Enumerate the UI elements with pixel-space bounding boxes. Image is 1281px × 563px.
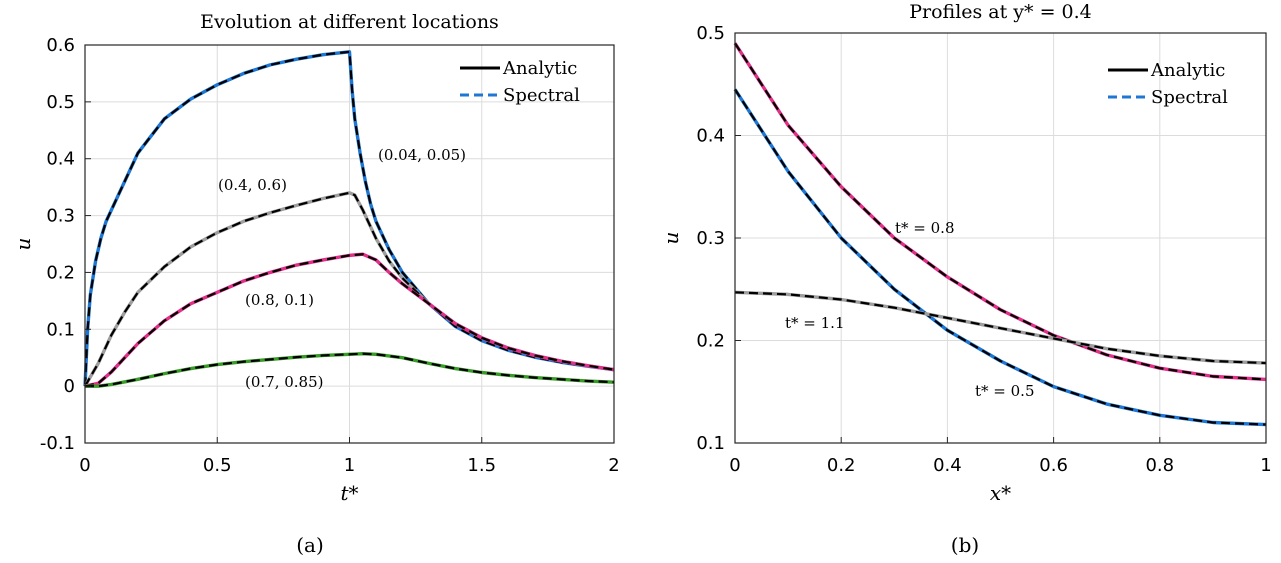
- panel-b-series-2-analytic-line: [734, 291, 1267, 365]
- panel-b-curve-label-1: t* = 0.5: [975, 382, 1035, 400]
- panel-b-title: Profiles at y* = 0.4: [909, 1, 1092, 23]
- panel-a-series-3-analytic-line: [85, 352, 615, 388]
- panel-a-legend-label-1: Spectral: [503, 85, 580, 106]
- panel-b-x-tick-label: 0.4: [933, 455, 962, 476]
- panel-a-curve-label-0: (0.04, 0.05): [378, 146, 466, 164]
- panel-b-x-tick-label: 0: [729, 455, 740, 476]
- panel-a-legend-label-0: Analytic: [502, 58, 577, 79]
- panel-a-y-tick-label: 0.1: [46, 319, 75, 340]
- panel-b-series-1-analytic-line: [734, 88, 1267, 426]
- panel-a-y-tick-label: 0.2: [46, 262, 75, 283]
- panel-b-y-tick-label: 0.4: [696, 126, 725, 147]
- panel-a-y-axis-label: u: [11, 238, 35, 251]
- panel-a-y-tick-label: 0: [64, 376, 75, 397]
- panel-b-x-tick-label: 0.6: [1039, 455, 1068, 476]
- panel-b-x-axis-label: x*: [990, 481, 1011, 505]
- panel-a-x-axis-label: t*: [340, 481, 358, 505]
- panel-a-y-tick-label: 0.4: [46, 149, 75, 170]
- panel-a-series-1-analytic-line: [84, 191, 615, 387]
- panel-a-title: Evolution at different locations: [200, 11, 499, 33]
- panel-a-subfigure-label: (a): [296, 533, 324, 557]
- panel-b-curve-label-0: t* = 0.8: [895, 219, 955, 237]
- panel-b-y-tick-label: 0.5: [696, 23, 725, 44]
- panel-b-legend-label-0: Analytic: [1150, 60, 1225, 81]
- panel-a-curve-label-1: (0.4, 0.6): [218, 176, 287, 194]
- panel-b-subfigure-label: (b): [951, 533, 979, 557]
- panel-a-series-0-analytic-line: [83, 50, 615, 387]
- panel-b-y-tick-label: 0.3: [696, 228, 725, 249]
- panel-b-x-tick-label: 0.8: [1145, 455, 1174, 476]
- panel-b-curve-label-2: t* = 1.1: [785, 314, 845, 332]
- panel-b-x-tick-label: 1: [1260, 455, 1271, 476]
- panel-b-y-tick-label: 0.1: [696, 433, 725, 454]
- panel-a-y-tick-label: -0.1: [40, 433, 75, 454]
- panel-a-x-tick-label: 1: [344, 455, 355, 476]
- panel-a-x-tick-label: 1.5: [467, 455, 496, 476]
- panel-a-series-2-analytic-line: [84, 253, 615, 388]
- panel-a-curve-label-3: (0.7, 0.85): [245, 373, 324, 391]
- panel-a-x-tick-label: 0: [79, 455, 90, 476]
- panel-a-y-tick-label: 0.5: [46, 92, 75, 113]
- panel-b-series-0-analytic-line: [734, 42, 1267, 381]
- panel-b-legend-label-1: Spectral: [1151, 87, 1228, 108]
- panel-b-y-axis-label: u: [659, 232, 683, 245]
- panel-a-curve-label-2: (0.8, 0.1): [245, 291, 314, 309]
- panel-a-x-tick-label: 2: [608, 455, 619, 476]
- panel-a-y-tick-label: 0.6: [46, 35, 75, 56]
- panel-a-y-tick-label: 0.3: [46, 206, 75, 227]
- panel-b-y-tick-label: 0.2: [696, 331, 725, 352]
- panel-b-x-tick-label: 0.2: [827, 455, 856, 476]
- panel-a-x-tick-label: 0.5: [203, 455, 232, 476]
